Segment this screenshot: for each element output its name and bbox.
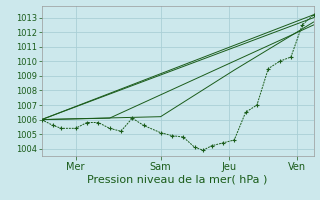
X-axis label: Pression niveau de la mer( hPa ): Pression niveau de la mer( hPa ) <box>87 174 268 184</box>
